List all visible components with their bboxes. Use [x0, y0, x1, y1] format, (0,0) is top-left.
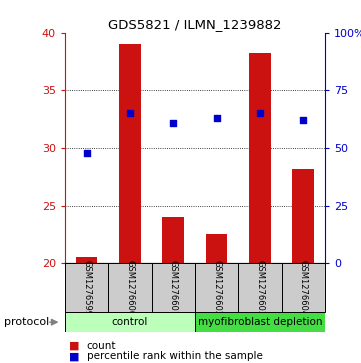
- Point: [127, 110, 133, 116]
- Text: GSM1276601: GSM1276601: [169, 260, 178, 316]
- Text: ■: ■: [69, 340, 79, 351]
- Text: GSM1276602: GSM1276602: [212, 260, 221, 316]
- Bar: [292, 169, 314, 263]
- Text: control: control: [112, 317, 148, 327]
- Bar: [249, 53, 271, 263]
- Text: GSM1276603: GSM1276603: [256, 260, 264, 316]
- Point: [300, 117, 306, 123]
- Bar: [162, 217, 184, 263]
- Text: GSM1276599: GSM1276599: [82, 260, 91, 316]
- Text: protocol: protocol: [4, 317, 49, 327]
- Bar: [152, 263, 195, 312]
- Bar: [65, 263, 108, 312]
- Bar: [282, 263, 325, 312]
- Bar: [65, 312, 195, 332]
- Bar: [195, 263, 238, 312]
- Point: [170, 120, 176, 126]
- Text: myofibroblast depletion: myofibroblast depletion: [198, 317, 322, 327]
- Title: GDS5821 / ILMN_1239882: GDS5821 / ILMN_1239882: [108, 19, 282, 32]
- Point: [84, 150, 90, 155]
- Text: percentile rank within the sample: percentile rank within the sample: [87, 351, 262, 362]
- Bar: [195, 312, 325, 332]
- Bar: [76, 257, 97, 263]
- Text: GSM1276604: GSM1276604: [299, 260, 308, 316]
- Text: count: count: [87, 340, 116, 351]
- Bar: [206, 234, 227, 263]
- Point: [257, 110, 263, 116]
- Point: [214, 115, 219, 121]
- Text: GSM1276600: GSM1276600: [126, 260, 134, 316]
- Bar: [119, 44, 141, 263]
- Bar: [108, 263, 152, 312]
- Text: ■: ■: [69, 351, 79, 362]
- Bar: [238, 263, 282, 312]
